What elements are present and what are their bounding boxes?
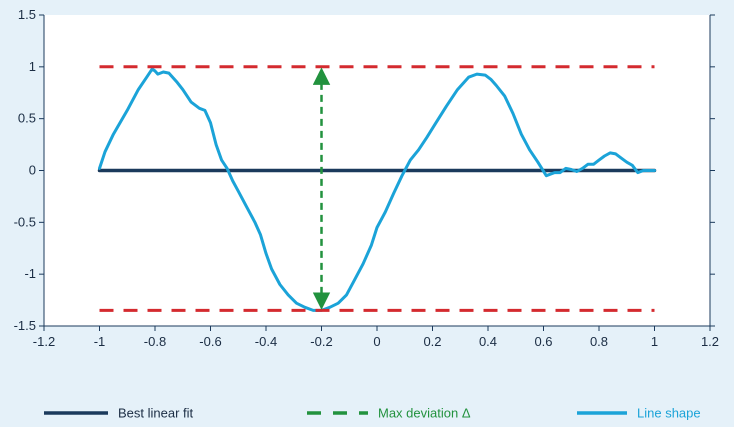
- x-tick-label: 1: [651, 334, 658, 349]
- y-tick-label: -1: [24, 266, 36, 281]
- x-tick-label: -0.2: [310, 334, 332, 349]
- x-tick-label: 0.8: [590, 334, 608, 349]
- legend-label: Max deviation Δ: [378, 406, 471, 421]
- x-tick-label: -1: [94, 334, 106, 349]
- x-tick-label: 0: [373, 334, 380, 349]
- y-tick-label: -1.5: [14, 318, 36, 333]
- x-tick-label: -0.8: [144, 334, 166, 349]
- y-tick-label: 1.5: [18, 7, 36, 22]
- legend-label: Line shape: [637, 406, 701, 421]
- x-tick-label: -1.2: [33, 334, 55, 349]
- x-tick-label: 0.4: [479, 334, 497, 349]
- x-tick-label: 1.2: [701, 334, 719, 349]
- x-tick-label: -0.4: [255, 334, 277, 349]
- x-tick-label: 0.2: [423, 334, 441, 349]
- series-line-shape: [98, 67, 656, 312]
- tick-labels: -1.5 -1 -0.5 0 0.5 1 1.5 -1.2 -1 -0.8 -0.6 -0.4 -0.2…: [14, 7, 719, 349]
- series-lines: [97, 65, 657, 312]
- x-tick-label: -0.6: [199, 334, 221, 349]
- x-tick-label: 0.6: [534, 334, 552, 349]
- y-tick-label: -0.5: [14, 214, 36, 229]
- axes: [39, 14, 715, 331]
- legend-item: Max deviation Δ: [307, 406, 471, 421]
- y-tick-label: 0: [29, 163, 36, 178]
- legend-label: Best linear fit: [118, 406, 194, 421]
- y-tick-label: 1: [29, 59, 36, 74]
- legend-item: Line shape: [577, 406, 701, 421]
- y-tick-label: 0.5: [18, 111, 36, 126]
- legend-item: Best linear fit: [44, 406, 194, 421]
- legend: Best linear fit Max deviation Δ Line shape: [44, 406, 701, 421]
